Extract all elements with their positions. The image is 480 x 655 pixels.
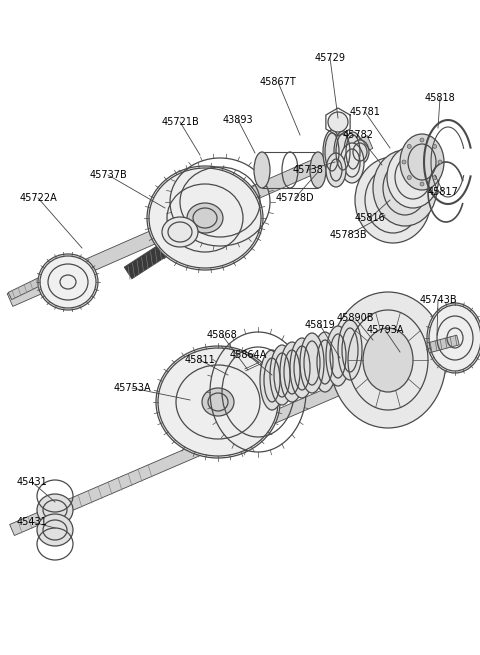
Text: 45738: 45738 (293, 165, 324, 175)
PathPatch shape (10, 343, 437, 536)
Ellipse shape (355, 157, 431, 243)
Ellipse shape (37, 494, 73, 526)
Text: 45743B: 45743B (419, 295, 457, 305)
Ellipse shape (202, 388, 234, 416)
Ellipse shape (400, 134, 444, 190)
Ellipse shape (387, 146, 439, 208)
Ellipse shape (270, 345, 294, 405)
Text: 45864A: 45864A (229, 350, 267, 360)
Ellipse shape (162, 217, 198, 247)
Text: 45722A: 45722A (19, 193, 57, 203)
PathPatch shape (7, 136, 373, 307)
Text: 45816: 45816 (355, 213, 385, 223)
Text: 45782: 45782 (343, 130, 373, 140)
PathPatch shape (8, 275, 47, 299)
Text: 45793A: 45793A (366, 325, 404, 335)
Ellipse shape (254, 152, 270, 188)
Ellipse shape (147, 166, 263, 270)
Ellipse shape (313, 332, 337, 392)
Ellipse shape (323, 130, 341, 174)
Text: 45817: 45817 (428, 187, 458, 197)
Ellipse shape (344, 132, 362, 172)
Ellipse shape (334, 131, 352, 173)
Text: 45721B: 45721B (161, 117, 199, 127)
Text: 45783B: 45783B (329, 230, 367, 240)
Text: 45753A: 45753A (113, 383, 151, 393)
Ellipse shape (290, 338, 314, 398)
Circle shape (420, 182, 424, 186)
Circle shape (438, 160, 442, 164)
Text: 43893: 43893 (223, 115, 253, 125)
PathPatch shape (427, 335, 459, 353)
Text: 45737B: 45737B (89, 170, 127, 180)
Circle shape (407, 176, 411, 179)
Text: 45431: 45431 (17, 517, 48, 527)
Ellipse shape (300, 333, 324, 393)
Ellipse shape (156, 346, 280, 458)
Text: 45867T: 45867T (260, 77, 296, 87)
Ellipse shape (427, 303, 480, 373)
Circle shape (433, 176, 437, 179)
Ellipse shape (38, 254, 98, 310)
Ellipse shape (187, 203, 223, 233)
Text: 45781: 45781 (349, 107, 381, 117)
Ellipse shape (37, 514, 73, 546)
Ellipse shape (260, 350, 284, 410)
Text: 45868: 45868 (206, 330, 238, 340)
Text: 45819: 45819 (305, 320, 336, 330)
Ellipse shape (326, 153, 346, 187)
Circle shape (407, 145, 411, 149)
Ellipse shape (338, 320, 362, 380)
Text: 45728D: 45728D (276, 193, 314, 203)
Ellipse shape (326, 326, 350, 386)
Ellipse shape (310, 152, 326, 188)
Circle shape (433, 145, 437, 149)
Circle shape (402, 160, 406, 164)
Text: 45729: 45729 (314, 53, 346, 63)
Ellipse shape (363, 328, 413, 392)
Ellipse shape (351, 140, 369, 164)
Text: 45890B: 45890B (336, 313, 374, 323)
Ellipse shape (330, 292, 446, 428)
Ellipse shape (340, 143, 364, 183)
Circle shape (420, 138, 424, 142)
Ellipse shape (328, 112, 348, 132)
Text: 45811: 45811 (185, 355, 216, 365)
Ellipse shape (373, 150, 437, 226)
Ellipse shape (280, 342, 304, 402)
Text: 45818: 45818 (425, 93, 456, 103)
PathPatch shape (124, 245, 166, 279)
Text: 45431: 45431 (17, 477, 48, 487)
